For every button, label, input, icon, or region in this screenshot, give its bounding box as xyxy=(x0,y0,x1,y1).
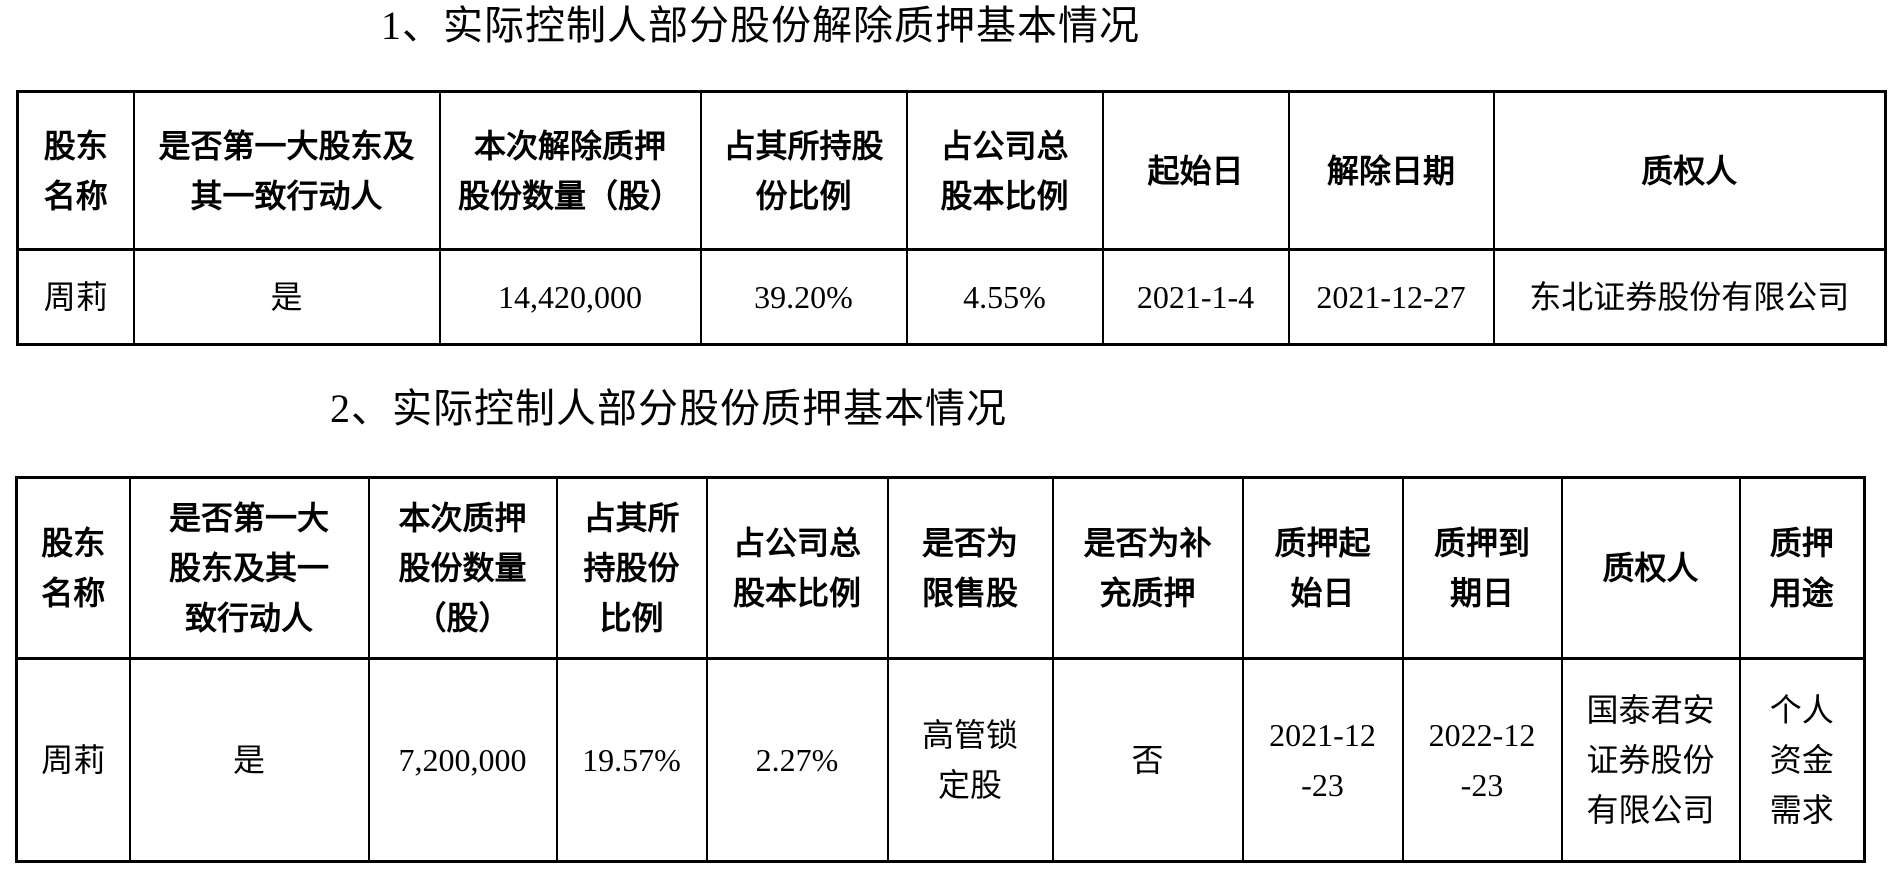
is-largest-shareholder-cell: 是 xyxy=(128,657,370,863)
pledged-shares-cell: 7,200,000 xyxy=(367,657,558,863)
pct-of-holdings-header: 占其所持股 份比例 xyxy=(699,90,908,251)
is-supplementary-pledge-header: 是否为补 充质押 xyxy=(1051,476,1244,660)
pct-of-total-capital-header: 占公司总 股本比例 xyxy=(905,90,1104,251)
is-restricted-shares-header: 是否为 限售股 xyxy=(886,476,1054,660)
pct-of-holdings-cell: 39.20% xyxy=(699,248,908,346)
pledgee-cell: 国泰君安 证券股份 有限公司 xyxy=(1560,657,1741,863)
pledge-end-date-cell: 2022-12 -23 xyxy=(1401,657,1563,863)
pledge-purpose-cell: 个人 资金 需求 xyxy=(1738,657,1866,863)
released-shares-cell: 14,420,000 xyxy=(438,248,702,346)
start-date-header: 起始日 xyxy=(1101,90,1290,251)
pledge-start-date-header: 质押起 始日 xyxy=(1241,476,1404,660)
pledge-end-date-header: 质押到 期日 xyxy=(1401,476,1563,660)
shareholder-name-header: 股东 名称 xyxy=(16,90,135,251)
pct-of-total-capital-header: 占公司总 股本比例 xyxy=(705,476,889,660)
pledge-start-date-cell: 2021-12 -23 xyxy=(1241,657,1404,863)
table-row: 周莉 是 7,200,000 19.57% 2.27% 高管锁 定股 否 202… xyxy=(15,657,1866,863)
pledgee-header: 质权人 xyxy=(1492,90,1887,251)
pledge-purpose-header: 质押 用途 xyxy=(1738,476,1866,660)
table-header-row: 股东 名称 是否第一大股东及 其一致行动人 本次解除质押 股份数量（股） 占其所… xyxy=(16,90,1887,251)
pledge-release-table: 股东 名称 是否第一大股东及 其一致行动人 本次解除质押 股份数量（股） 占其所… xyxy=(16,90,1887,346)
release-date-cell: 2021-12-27 xyxy=(1287,248,1495,346)
release-date-header: 解除日期 xyxy=(1287,90,1495,251)
pledge-table: 股东 名称 是否第一大 股东及其一 致行动人 本次质押 股份数量 （股） 占其所… xyxy=(15,476,1866,863)
is-restricted-shares-cell: 高管锁 定股 xyxy=(886,657,1054,863)
table-header-row: 股东 名称 是否第一大 股东及其一 致行动人 本次质押 股份数量 （股） 占其所… xyxy=(15,476,1866,660)
pledgee-cell: 东北证券股份有限公司 xyxy=(1492,248,1887,346)
shareholder-name-cell: 周莉 xyxy=(15,657,131,863)
pct-of-holdings-header: 占其所 持股份 比例 xyxy=(555,476,708,660)
is-largest-shareholder-header: 是否第一大股东及 其一致行动人 xyxy=(132,90,441,251)
released-shares-header: 本次解除质押 股份数量（股） xyxy=(438,90,702,251)
start-date-cell: 2021-1-4 xyxy=(1101,248,1290,346)
is-largest-shareholder-header: 是否第一大 股东及其一 致行动人 xyxy=(128,476,370,660)
pledgee-header: 质权人 xyxy=(1560,476,1741,660)
pct-of-holdings-cell: 19.57% xyxy=(555,657,708,863)
section-1-heading: 1、实际控制人部分股份解除质押基本情况 xyxy=(381,3,1140,48)
pledged-shares-header: 本次质押 股份数量 （股） xyxy=(367,476,558,660)
pct-of-total-capital-cell: 4.55% xyxy=(905,248,1104,346)
shareholder-name-header: 股东 名称 xyxy=(15,476,131,660)
shareholder-name-cell: 周莉 xyxy=(16,248,135,346)
is-largest-shareholder-cell: 是 xyxy=(132,248,441,346)
is-supplementary-pledge-cell: 否 xyxy=(1051,657,1244,863)
pct-of-total-capital-cell: 2.27% xyxy=(705,657,889,863)
section-2-heading: 2、实际控制人部分股份质押基本情况 xyxy=(330,386,1007,431)
table-row: 周莉 是 14,420,000 39.20% 4.55% 2021-1-4 20… xyxy=(16,248,1887,346)
